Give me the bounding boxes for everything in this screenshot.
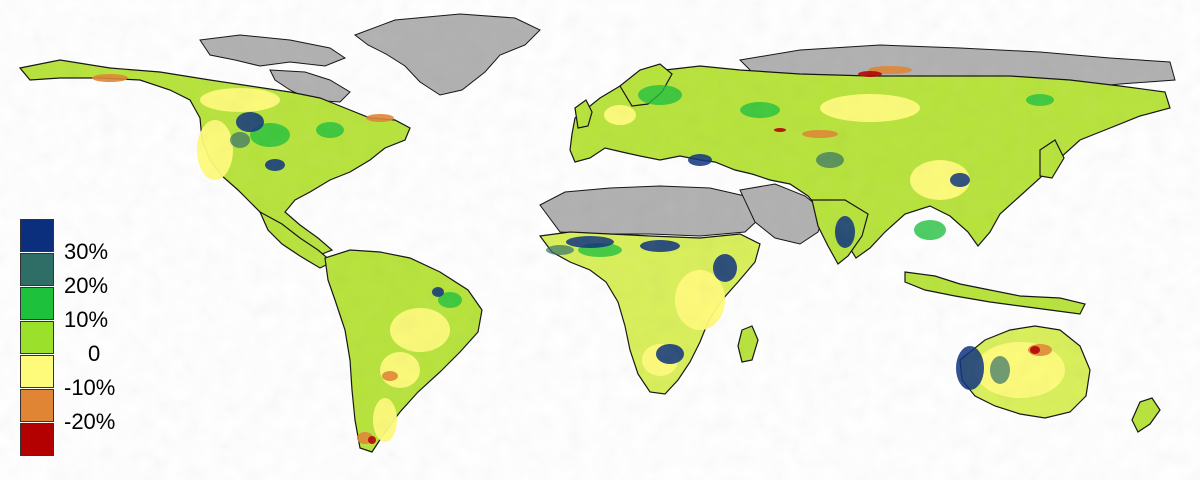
legend-tick-10: 10%: [64, 307, 109, 332]
legend-tick-minus20: -20%: [64, 409, 116, 434]
legend-tick-minus10: -10%: [64, 375, 116, 400]
legend-swatch-4: [20, 321, 54, 354]
legend-swatch-5: [20, 355, 54, 388]
legend-swatch-3: [20, 287, 54, 320]
legend-tick-0: 0: [88, 341, 101, 366]
legend-tick-20: 20%: [64, 273, 109, 298]
legend-swatch-1: [20, 219, 54, 252]
legend-swatch-2: [20, 253, 54, 286]
legend-swatch-7: [20, 423, 54, 456]
legend: 30% 20% 10% 0 -10% -20%: [20, 219, 220, 459]
legend-tick-30: 30%: [64, 239, 109, 264]
legend-swatch-6: [20, 389, 54, 422]
